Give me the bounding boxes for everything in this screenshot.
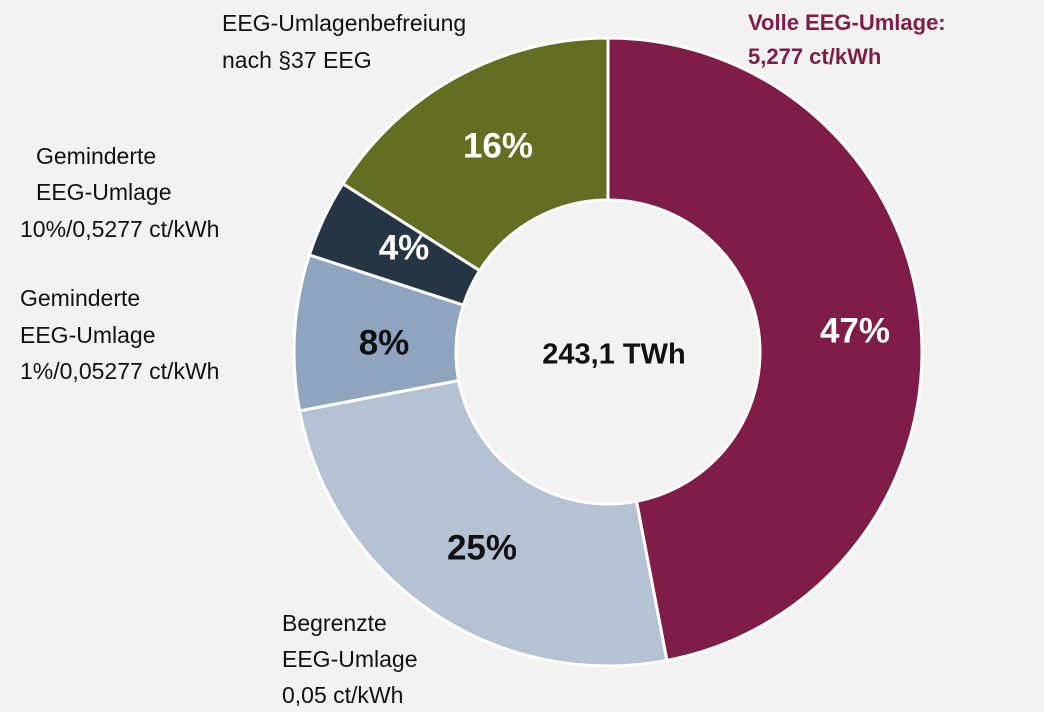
slice-percent: 25% [447,528,517,567]
slice-percent: 47% [820,311,890,350]
category-label: nach §37 EEG [222,47,372,73]
category-label: EEG-Umlagenbefreiung [222,10,466,36]
donut-slice [606,36,924,663]
slice-percent: 8% [359,323,410,362]
category-label: EEG-Umlage [20,322,155,348]
category-label: Geminderte [20,285,140,311]
category-label: 1%/0,05277 ct/kWh [20,358,219,384]
donut-slice [297,378,669,668]
slice-percent: 4% [379,228,430,267]
category-label: EEG-Umlage [36,179,171,205]
category-label: 5,277 ct/kWh [748,44,881,69]
category-label: Begrenzte [282,610,387,636]
category-label: 10%/0,5277 ct/kWh [20,216,219,242]
category-label: Geminderte [36,143,156,169]
category-label: Volle EEG-Umlage: [748,10,946,35]
donut-slice [340,36,610,273]
category-label: 0,05 ct/kWh [282,682,403,708]
slice-percent: 16% [463,126,533,165]
category-label: EEG-Umlage [282,646,417,672]
center-label: 243,1 TWh [542,339,685,371]
